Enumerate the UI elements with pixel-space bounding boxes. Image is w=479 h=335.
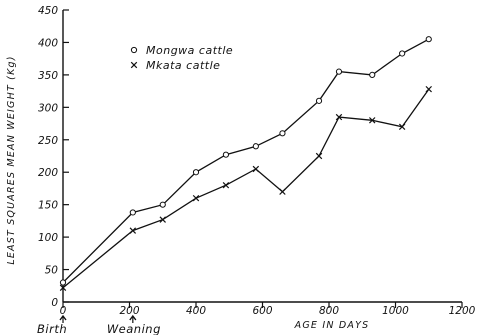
x-tick-label: 1200 — [449, 305, 476, 317]
legend: Mongwa cattle Mkata cattle — [130, 44, 233, 72]
cross-stroke — [335, 113, 343, 121]
data-point-cross — [129, 227, 137, 234]
data-point-circle — [369, 71, 376, 78]
data-point-circle — [279, 130, 286, 137]
data-point-circle — [252, 143, 259, 150]
legend-marker-circle — [130, 46, 138, 54]
data-point-circle — [335, 68, 343, 75]
x-tick-label: 200 — [119, 305, 139, 317]
cross-stroke — [279, 188, 286, 195]
cross-stroke — [222, 181, 230, 189]
data-point-circle — [159, 201, 166, 208]
annotation-arrow-head — [129, 314, 137, 321]
cross-stroke — [130, 61, 138, 69]
y-tick-label: 200 — [38, 167, 58, 179]
y-tick-label: 400 — [38, 37, 58, 49]
annotations: Birth Weaning — [37, 314, 161, 335]
cross-stroke — [425, 85, 432, 93]
data-point-cross — [369, 117, 376, 124]
data-point-circle — [59, 279, 67, 286]
data-point-cross — [335, 113, 343, 121]
x-ticks: 0 200 400 600 800 1000 1200 — [60, 302, 476, 317]
data-point-circle — [425, 36, 432, 43]
data-point-circle — [222, 151, 230, 158]
data-point-cross — [425, 85, 432, 93]
x-tick-label: 0 — [60, 305, 67, 317]
y-tick-label: 450 — [38, 5, 58, 17]
data-point-cross — [159, 216, 166, 223]
y-ticks: 0 50 100 150 200 250 300 350 400 450 — [38, 5, 69, 309]
series-line-2 — [62, 88, 430, 289]
cross-stroke — [315, 152, 323, 160]
data-point-circle — [192, 169, 200, 176]
y-tick-label: 350 — [38, 70, 58, 82]
cross-stroke — [398, 123, 406, 131]
y-tick-label: 0 — [51, 297, 58, 309]
cross-stroke — [129, 227, 137, 234]
legend-label: Mkata cattle — [146, 59, 220, 72]
data-point-cross — [398, 123, 406, 131]
data-point-circle — [129, 209, 136, 216]
y-tick-label: 250 — [38, 135, 58, 147]
legend-label: Mongwa cattle — [146, 44, 233, 57]
data-point-circle — [315, 97, 323, 104]
data-point-cross — [59, 284, 67, 291]
y-tick-label: 50 — [45, 265, 59, 277]
cross-stroke — [159, 216, 166, 223]
y-tick-label: 300 — [38, 102, 58, 114]
y-tick-label: 100 — [38, 232, 58, 244]
cross-stroke — [59, 284, 67, 291]
annotation-arrow-head — [59, 314, 67, 321]
annotation-label: Weaning — [107, 322, 161, 335]
x-tick-label: 600 — [252, 305, 272, 317]
x-tick-label: 800 — [319, 305, 339, 317]
y-tick-label: 150 — [38, 200, 58, 212]
data-point-cross — [279, 188, 286, 195]
series-group — [59, 36, 432, 291]
cross-stroke — [369, 117, 376, 124]
cross-stroke — [192, 194, 200, 202]
data-point-cross — [192, 194, 200, 202]
data-point-cross — [222, 181, 230, 189]
data-point-cross — [252, 165, 260, 173]
cross-stroke — [252, 165, 260, 173]
data-point-cross — [315, 152, 323, 160]
x-axis-title: AGE IN DAYS — [294, 320, 370, 331]
annotation-label: Birth — [37, 322, 67, 335]
x-tick-label: 400 — [186, 305, 206, 317]
y-axis-title: LEAST SQUARES MEAN WEIGHT (Kg) — [6, 55, 17, 264]
legend-marker-cross — [130, 61, 138, 69]
x-tick-label: 1000 — [382, 305, 409, 317]
series-line-1 — [62, 38, 430, 283]
data-point-circle — [399, 50, 406, 57]
